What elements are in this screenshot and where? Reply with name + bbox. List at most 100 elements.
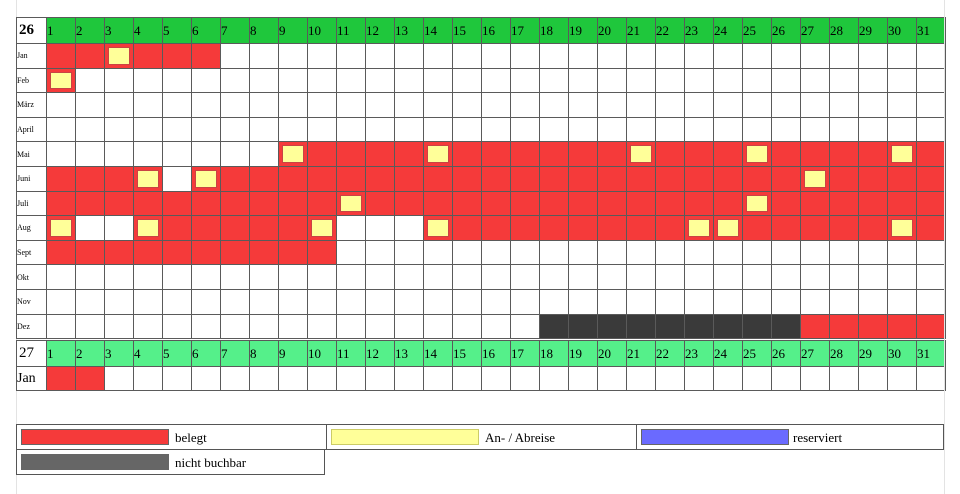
day-cell-occupied[interactable] xyxy=(75,366,105,391)
day-cell-free[interactable] xyxy=(423,67,453,94)
day-cell-free[interactable] xyxy=(249,366,279,391)
day-cell-free[interactable] xyxy=(423,313,453,340)
day-cell-occupied[interactable] xyxy=(655,190,685,217)
day-cell-free[interactable] xyxy=(510,313,540,340)
day-cell-occupied[interactable] xyxy=(336,141,366,167)
day-cell-arrival[interactable] xyxy=(423,141,453,167)
day-cell-free[interactable] xyxy=(916,43,946,69)
day-cell-occupied[interactable] xyxy=(713,165,743,192)
day-cell-occupied[interactable] xyxy=(742,215,772,241)
day-cell-free[interactable] xyxy=(307,288,337,315)
day-cell-occupied[interactable] xyxy=(394,141,424,167)
day-cell-free[interactable] xyxy=(481,67,511,94)
day-cell-free[interactable] xyxy=(133,288,163,315)
day-cell-occupied[interactable] xyxy=(597,190,627,217)
day-cell-free[interactable] xyxy=(771,366,801,391)
day-cell-free[interactable] xyxy=(713,92,743,118)
day-cell-occupied[interactable] xyxy=(916,141,946,167)
day-cell-arrival[interactable] xyxy=(626,141,656,167)
day-cell-free[interactable] xyxy=(133,264,163,290)
day-cell-free[interactable] xyxy=(713,288,743,315)
day-cell-arrival[interactable] xyxy=(887,215,917,241)
day-cell-free[interactable] xyxy=(249,264,279,290)
day-cell-free[interactable] xyxy=(539,116,569,143)
day-cell-occupied[interactable] xyxy=(800,215,830,241)
day-cell-free[interactable] xyxy=(336,239,366,266)
day-cell-free[interactable] xyxy=(278,116,308,143)
day-cell-free[interactable] xyxy=(220,366,250,391)
day-cell-occupied[interactable] xyxy=(684,190,714,217)
day-cell-occupied[interactable] xyxy=(104,190,134,217)
day-cell-occupied[interactable] xyxy=(713,141,743,167)
day-cell-free[interactable] xyxy=(278,313,308,340)
day-cell-occupied[interactable] xyxy=(626,165,656,192)
day-cell-free[interactable] xyxy=(481,43,511,69)
day-cell-free[interactable] xyxy=(568,67,598,94)
day-cell-free[interactable] xyxy=(655,43,685,69)
day-cell-occupied[interactable] xyxy=(365,141,395,167)
day-cell-free[interactable] xyxy=(684,43,714,69)
day-cell-occupied[interactable] xyxy=(800,313,830,340)
day-cell-arrival[interactable] xyxy=(133,165,163,192)
day-cell-free[interactable] xyxy=(829,366,859,391)
day-cell-free[interactable] xyxy=(597,92,627,118)
day-cell-free[interactable] xyxy=(510,43,540,69)
day-cell-free[interactable] xyxy=(510,239,540,266)
day-cell-free[interactable] xyxy=(220,288,250,315)
day-cell-occupied[interactable] xyxy=(481,165,511,192)
day-cell-free[interactable] xyxy=(800,366,830,391)
day-cell-free[interactable] xyxy=(249,92,279,118)
day-cell-occupied[interactable] xyxy=(858,190,888,217)
day-cell-occupied[interactable] xyxy=(452,141,482,167)
day-cell-occupied[interactable] xyxy=(655,215,685,241)
day-cell-free[interactable] xyxy=(394,239,424,266)
day-cell-occupied[interactable] xyxy=(423,165,453,192)
day-cell-free[interactable] xyxy=(713,116,743,143)
day-cell-occupied[interactable] xyxy=(887,190,917,217)
day-cell-occupied[interactable] xyxy=(684,141,714,167)
day-cell-free[interactable] xyxy=(858,288,888,315)
day-cell-free[interactable] xyxy=(191,141,221,167)
day-cell-free[interactable] xyxy=(829,92,859,118)
day-cell-free[interactable] xyxy=(597,366,627,391)
day-cell-free[interactable] xyxy=(597,116,627,143)
day-cell-occupied[interactable] xyxy=(75,239,105,266)
day-cell-free[interactable] xyxy=(829,288,859,315)
day-cell-occupied[interactable] xyxy=(887,313,917,340)
day-cell-free[interactable] xyxy=(655,116,685,143)
day-cell-free[interactable] xyxy=(336,313,366,340)
day-cell-free[interactable] xyxy=(394,67,424,94)
day-cell-occupied[interactable] xyxy=(510,141,540,167)
day-cell-free[interactable] xyxy=(539,288,569,315)
day-cell-occupied[interactable] xyxy=(104,165,134,192)
day-cell-free[interactable] xyxy=(220,67,250,94)
day-cell-free[interactable] xyxy=(278,366,308,391)
day-cell-free[interactable] xyxy=(742,116,772,143)
day-cell-free[interactable] xyxy=(887,264,917,290)
day-cell-free[interactable] xyxy=(104,366,134,391)
day-cell-occupied[interactable] xyxy=(307,239,337,266)
day-cell-free[interactable] xyxy=(858,43,888,69)
day-cell-occupied[interactable] xyxy=(191,215,221,241)
day-cell-occupied[interactable] xyxy=(365,190,395,217)
day-cell-free[interactable] xyxy=(539,366,569,391)
day-cell-free[interactable] xyxy=(916,116,946,143)
day-cell-occupied[interactable] xyxy=(829,165,859,192)
day-cell-free[interactable] xyxy=(684,239,714,266)
day-cell-free[interactable] xyxy=(452,43,482,69)
day-cell-free[interactable] xyxy=(191,313,221,340)
day-cell-occupied[interactable] xyxy=(191,239,221,266)
day-cell-free[interactable] xyxy=(916,92,946,118)
day-cell-free[interactable] xyxy=(713,366,743,391)
day-cell-free[interactable] xyxy=(191,67,221,94)
day-cell-free[interactable] xyxy=(887,43,917,69)
day-cell-free[interactable] xyxy=(46,141,76,167)
day-cell-occupied[interactable] xyxy=(858,215,888,241)
day-cell-free[interactable] xyxy=(162,313,192,340)
day-cell-free[interactable] xyxy=(365,116,395,143)
day-cell-arrival[interactable] xyxy=(742,190,772,217)
day-cell-free[interactable] xyxy=(626,92,656,118)
day-cell-free[interactable] xyxy=(133,92,163,118)
day-cell-occupied[interactable] xyxy=(220,215,250,241)
day-cell-free[interactable] xyxy=(742,239,772,266)
